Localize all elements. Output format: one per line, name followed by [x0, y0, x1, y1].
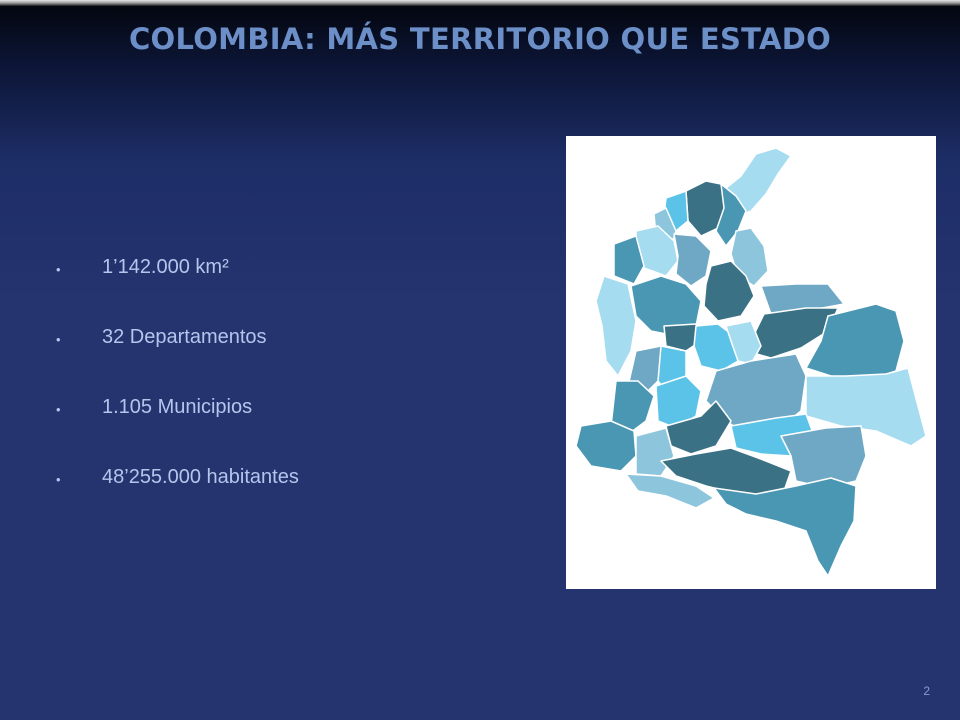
bullet-departments: 32 Departamentos: [102, 326, 267, 348]
bullet-dot-icon: •: [56, 332, 61, 347]
bullet-population: 48’255.000 habitantes: [102, 466, 299, 488]
colombia-map-icon: [575, 147, 927, 577]
bullet-dot-icon: •: [56, 472, 61, 487]
slide-title: COLOMBIA: MÁS TERRITORIO QUE ESTADO: [128, 22, 832, 56]
page-number: 2: [923, 684, 930, 698]
bullet-dot-icon: •: [56, 402, 61, 417]
colombia-map-image: [566, 136, 936, 589]
bullet-municipalities: 1.105 Municipios: [102, 396, 253, 418]
bullet-dot-icon: •: [56, 262, 61, 277]
bullet-area: 1’142.000 km²: [102, 256, 229, 278]
top-border: [0, 0, 960, 6]
